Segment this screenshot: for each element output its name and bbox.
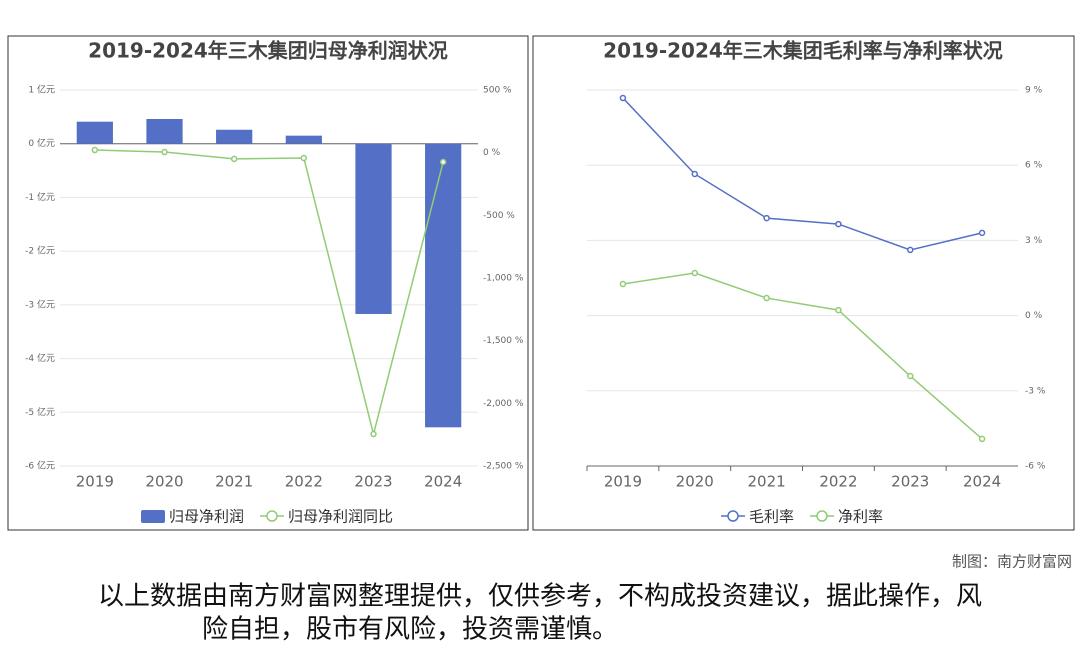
credit: 制图：南方财富网 [952, 553, 1072, 571]
chart-title: 2019-2024年三木集团归母净利润状况 [88, 39, 448, 63]
x-tick-label: 2021 [747, 473, 785, 491]
bar [285, 135, 322, 144]
disclaimer: 以上数据由南方财富网整理提供，仅供参考，不构成投资建议，据此操作，风 [98, 582, 982, 612]
y-tick-label: -6 亿元 [25, 460, 55, 472]
x-tick-label: 2022 [285, 473, 323, 491]
disclaimer: 险自担，股市有风险，投资需谨慎。 [202, 615, 618, 645]
legend-label: 归母净利润 [169, 508, 244, 526]
bar [425, 143, 462, 428]
y-tick-label: 6 % [1025, 161, 1043, 171]
legend-label: 归母净利润同比 [288, 508, 393, 526]
point [835, 220, 842, 228]
y2-tick-label: -2,000 % [483, 399, 524, 409]
point [300, 154, 308, 162]
point [763, 214, 770, 222]
y-tick-label: -1 亿元 [25, 191, 55, 203]
legend-marker [727, 510, 739, 522]
line [94, 149, 444, 435]
panel-frame [532, 35, 1075, 531]
y-tick-label: -2 亿元 [25, 245, 55, 257]
legend-label: 净利率 [838, 508, 883, 526]
y2-tick-label: -500 % [483, 211, 515, 221]
x-tick-label: 2019 [76, 473, 114, 491]
point [370, 430, 377, 438]
y-tick-label: -4 亿元 [25, 352, 55, 364]
y2-tick-label: -1,000 % [483, 274, 524, 284]
bar [76, 121, 113, 144]
point [835, 306, 842, 314]
y-tick-label: 0 % [1025, 311, 1043, 321]
y-tick-label: 9 % [1025, 86, 1043, 96]
y-tick-label: 3 % [1025, 236, 1043, 246]
x-tick-label: 2020 [676, 473, 714, 491]
legend-marker [266, 510, 278, 522]
y-tick-label: 1 亿元 [28, 84, 55, 96]
y-tick-label: -3 亿元 [25, 298, 55, 310]
point [161, 148, 168, 156]
x-tick-label: 2019 [604, 473, 642, 491]
x-tick-label: 2024 [963, 473, 1001, 491]
point [907, 372, 914, 380]
point [439, 158, 447, 166]
y2-tick-label: 500 % [483, 86, 512, 96]
y-tick-label: -3 % [1025, 386, 1046, 396]
y2-tick-label: -1,500 % [483, 336, 524, 346]
point [691, 269, 698, 277]
y-tick-label: 0 亿元 [28, 137, 55, 149]
legend-marker [816, 510, 828, 522]
y2-tick-label: 0 % [483, 148, 501, 158]
y-tick-label: -6 % [1025, 462, 1046, 472]
x-tick-label: 2022 [819, 473, 857, 491]
point [619, 94, 627, 102]
line [622, 272, 983, 440]
panel-frame [7, 35, 529, 531]
bar [216, 129, 253, 144]
x-tick-label: 2020 [145, 473, 183, 491]
point [691, 170, 698, 178]
point [619, 280, 627, 288]
point [91, 146, 99, 154]
bar [355, 143, 392, 314]
bar [146, 119, 183, 144]
y-tick-label: -5 亿元 [25, 406, 55, 418]
x-tick-label: 2023 [891, 473, 929, 491]
chart-title: 2019-2024年三木集团毛利率与净利率状况 [603, 39, 1003, 63]
x-tick-label: 2024 [424, 473, 462, 491]
x-tick-label: 2021 [215, 473, 253, 491]
y2-tick-label: -2,500 % [483, 462, 524, 472]
point [978, 435, 986, 443]
legend-label: 毛利率 [749, 508, 794, 526]
legend-marker [141, 510, 165, 523]
point [978, 229, 986, 237]
line [622, 97, 983, 251]
point [907, 246, 914, 254]
point [230, 155, 238, 163]
x-tick-label: 2023 [354, 473, 392, 491]
point [763, 294, 770, 302]
